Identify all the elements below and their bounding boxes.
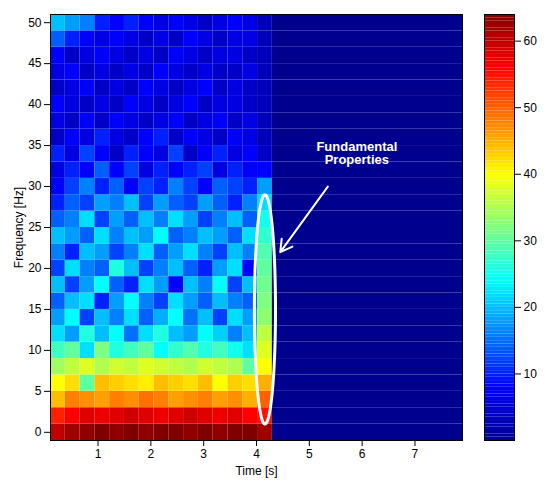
svg-text:40: 40 [524,167,538,181]
svg-text:4: 4 [253,447,260,461]
svg-text:5: 5 [306,447,313,461]
svg-text:3: 3 [200,447,207,461]
svg-text:40: 40 [28,97,42,111]
svg-text:25: 25 [28,220,42,234]
svg-text:0: 0 [35,425,42,439]
svg-text:5: 5 [35,384,42,398]
svg-text:50: 50 [524,101,538,115]
svg-text:FundamentalProperties: FundamentalProperties [316,139,397,167]
svg-text:1: 1 [95,447,102,461]
svg-text:10: 10 [28,343,42,357]
svg-text:45: 45 [28,56,42,70]
svg-text:20: 20 [28,261,42,275]
svg-text:50: 50 [28,16,42,30]
svg-text:30: 30 [524,234,538,248]
svg-text:7: 7 [412,447,419,461]
svg-text:10: 10 [524,367,538,381]
svg-text:30: 30 [28,179,42,193]
svg-text:Time [s]: Time [s] [235,464,277,478]
svg-text:Frequency [Hz]: Frequency [Hz] [12,187,26,268]
svg-text:60: 60 [524,34,538,48]
svg-text:6: 6 [359,447,366,461]
svg-text:35: 35 [28,138,42,152]
svg-text:15: 15 [28,302,42,316]
svg-text:20: 20 [524,300,538,314]
svg-text:2: 2 [148,447,155,461]
